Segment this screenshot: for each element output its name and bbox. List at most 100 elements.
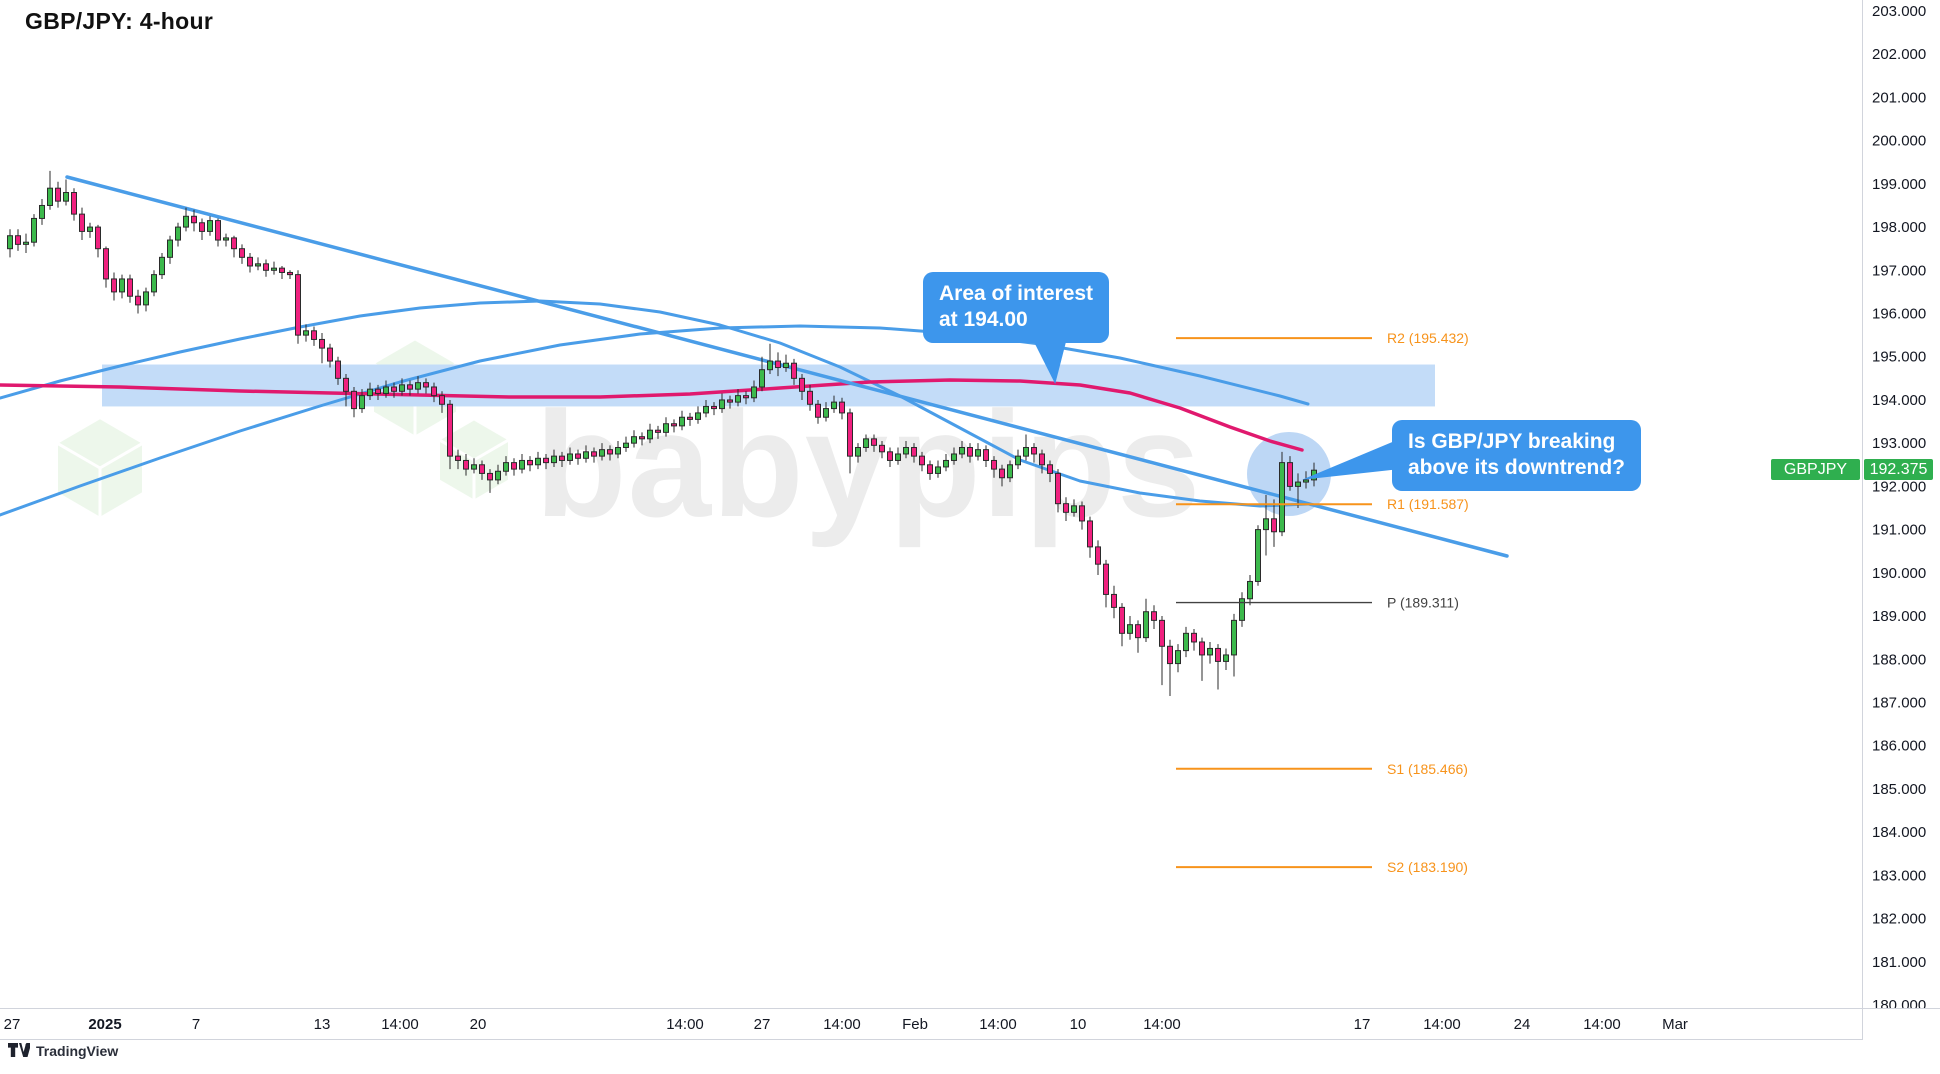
candle-body [391,386,397,392]
callout-breakout-question: Is GBP/JPY breaking above its downtrend? [1392,420,1642,491]
candle-body [247,256,253,267]
time-axis-label: 14:00 [1583,1016,1621,1033]
price-axis-label: 199.000 [1872,176,1926,193]
candle-body [815,403,821,418]
candle-body [831,401,837,410]
candle-body [407,384,413,390]
time-axis-label: 7 [192,1016,200,1033]
candle-body [975,449,981,457]
time-axis-label: 14:00 [1143,1016,1181,1033]
candle-body [735,395,741,403]
candle-body [415,382,421,390]
candle-body [1263,518,1269,531]
tradingview-attribution[interactable]: TradingView [8,1043,118,1059]
candle-body [919,455,925,466]
candle-body [1127,624,1133,634]
candle-body [1047,464,1053,474]
candle-body [1207,647,1213,656]
candle-body [871,438,877,446]
candle-body [223,237,229,241]
candle-body [359,395,365,410]
candle-body [479,464,485,474]
candle-body [1279,462,1285,533]
price-axis[interactable]: 203.000 202.000 201.000 200.000 199.000 198.0… [1862,0,1940,1040]
candle-body [679,416,685,427]
price-axis-label: 195.000 [1872,349,1926,366]
candle-body [519,459,525,470]
candle-body [751,386,757,399]
candle-body [671,423,677,427]
candle-body [55,187,61,202]
candle-body [767,360,773,371]
candle-body [23,241,29,245]
candle-body [1183,632,1189,652]
candle-body [183,215,189,228]
callout-area-of-interest: Area of interest at 194.00 [923,272,1110,343]
callout-breakout-line1: Is GBP/JPY breaking [1408,430,1616,453]
candle-body [887,451,893,461]
candle-body [879,444,885,453]
candle-body [1111,593,1117,608]
candle-body [39,204,45,219]
candle-body [911,446,917,457]
time-axis-label: 2025 [88,1016,121,1033]
candle-body [1055,472,1061,505]
candle-body [1191,632,1197,643]
candle-body [303,330,309,336]
candle-body [1103,563,1109,595]
interest-band-rect [102,364,1435,407]
candle-body [583,451,589,459]
price-axis-label: 189.000 [1872,608,1926,625]
candle-body [943,459,949,468]
candle-body [375,388,381,394]
symbol-tag: GBPJPY [1771,459,1860,480]
candle-body [599,449,605,457]
candle-body [1295,481,1301,487]
candle-body [863,438,869,448]
price-axis-label: 192.000 [1872,478,1926,495]
candle-body [263,263,269,271]
candle-body [47,187,53,206]
candle-body [951,453,957,461]
candle-body [1287,462,1293,487]
time-axis-label: Mar [1662,1016,1688,1033]
candle-body [103,248,109,280]
candle-body [1231,619,1237,656]
candle-body [7,235,13,250]
time-axis[interactable]: 27 2025 7 13 14:00 20 14:00 27 14:00 Feb 14:00 10 14… [0,1008,1940,1074]
candle-body [807,390,813,405]
callout-area-line1: Area of interest [939,282,1094,305]
candle-body [783,362,789,369]
area-of-interest-band [102,364,1435,407]
candle-body [823,408,829,418]
candle-body [1015,455,1021,466]
price-axis-label: 201.000 [1872,89,1926,106]
candle-body [111,278,117,293]
candle-body [1303,479,1309,483]
candle-body [551,455,557,464]
candle-body [503,462,509,472]
candle-body [383,386,389,394]
candle-body [535,457,541,466]
candle-body [423,382,429,388]
candle-body [367,388,373,397]
candle-body [15,235,21,245]
candle-body [175,226,181,241]
candle-body [167,239,173,258]
candle-body [31,217,37,243]
candle-body [647,429,653,440]
candle-body [143,291,149,306]
candle-body [439,395,445,405]
candle-body [1247,580,1253,600]
candle-body [743,395,749,399]
candle-body [447,403,453,457]
candle-body [351,390,357,410]
time-axis-bg [0,1008,1940,1074]
candle-body [1007,464,1013,479]
fast-blue-ma-line [0,299,1310,508]
candle-body [463,459,469,470]
price-axis-label: 185.000 [1872,781,1926,798]
candle-body [759,369,765,388]
candle-body [199,222,205,232]
